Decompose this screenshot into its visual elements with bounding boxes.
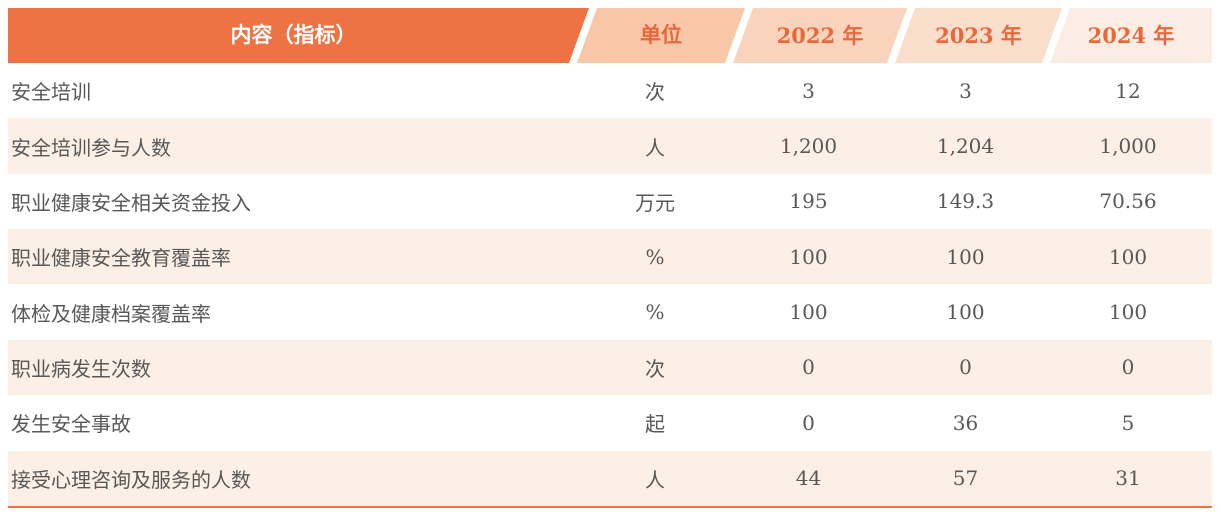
value-cell-2023: 1,204 bbox=[936, 134, 995, 159]
indicator-cell: 安全培训 bbox=[11, 82, 91, 105]
table-row: 安全培训 次 3 3 12 bbox=[8, 63, 1212, 118]
header-label-2023: 2023 年 bbox=[935, 23, 1022, 48]
table-row: 职业健康安全相关资金投入 万元 195 149.3 70.56 bbox=[8, 174, 1212, 229]
value-cell-2024: 12 bbox=[1115, 78, 1141, 103]
indicator-table: 内容（指标） 单位 2022 年 2023 年 2024 年 安全培训 次 3 … bbox=[8, 8, 1212, 508]
header-bg-2022 bbox=[733, 8, 907, 63]
unit-cell: % bbox=[645, 244, 665, 269]
unit-cell: % bbox=[645, 300, 665, 325]
indicator-cell: 职业健康安全相关资金投入 bbox=[11, 192, 251, 215]
value-cell-2022: 3 bbox=[802, 78, 815, 103]
indicator-cell: 体检及健康档案覆盖率 bbox=[11, 303, 211, 326]
value-cell-2022: 44 bbox=[795, 466, 822, 491]
value-cell-2024: 31 bbox=[1115, 466, 1141, 491]
value-cell-2022: 0 bbox=[802, 355, 815, 380]
value-cell-2022: 100 bbox=[789, 300, 828, 325]
table-row: 发生安全事故 起 0 36 5 bbox=[8, 395, 1212, 450]
value-cell-2024: 0 bbox=[1121, 355, 1135, 380]
value-cell-2023: 57 bbox=[952, 466, 979, 491]
table-row: 接受心理咨询及服务的人数 人 44 57 31 bbox=[8, 450, 1212, 506]
value-cell-2022: 195 bbox=[789, 189, 828, 214]
header-label-2024: 2024 年 bbox=[1087, 23, 1175, 48]
value-cell-2023: 100 bbox=[946, 244, 985, 269]
value-cell-2023: 0 bbox=[959, 355, 972, 380]
value-cell-2023: 3 bbox=[959, 78, 972, 103]
value-cell-2022: 1,200 bbox=[779, 134, 838, 159]
header-bg-2023 bbox=[895, 8, 1062, 63]
header-bg-indicator bbox=[8, 8, 589, 63]
value-cell-2022: 0 bbox=[802, 410, 815, 435]
header-bg-unit bbox=[577, 8, 745, 63]
table-row: 体检及健康档案覆盖率 % 100 100 100 bbox=[8, 284, 1212, 339]
unit-cell: 次 bbox=[645, 356, 665, 381]
table-body: 安全培训 次 3 3 12 安全培训参与人数 人 1,200 1,204 1,0… bbox=[8, 63, 1212, 506]
table-row: 安全培训参与人数 人 1,200 1,204 1,000 bbox=[8, 118, 1212, 174]
header-label-unit: 单位 bbox=[640, 24, 682, 47]
value-cell-2024: 100 bbox=[1108, 244, 1148, 269]
unit-cell: 次 bbox=[645, 80, 665, 105]
value-cell-2022: 100 bbox=[789, 244, 828, 269]
value-cell-2023: 100 bbox=[946, 300, 985, 325]
value-cell-2024: 1,000 bbox=[1099, 134, 1157, 159]
indicator-cell: 接受心理咨询及服务的人数 bbox=[11, 469, 251, 492]
indicator-cell: 职业健康安全教育覆盖率 bbox=[11, 248, 231, 271]
value-cell-2024: 100 bbox=[1108, 300, 1148, 325]
value-cell-2024: 70.56 bbox=[1099, 189, 1157, 214]
value-cell-2023: 36 bbox=[952, 410, 979, 435]
header-label-2022: 2022 年 bbox=[776, 23, 864, 48]
unit-cell: 万元 bbox=[635, 190, 675, 215]
indicator-cell: 职业病发生次数 bbox=[11, 358, 151, 381]
value-cell-2024: 5 bbox=[1121, 410, 1135, 435]
header-label-indicator: 内容（指标） bbox=[230, 24, 357, 47]
value-cell-2023: 149.3 bbox=[936, 189, 995, 214]
table-header-row: 内容（指标） 单位 2022 年 2023 年 2024 年 bbox=[8, 8, 1212, 63]
indicator-cell: 安全培训参与人数 bbox=[11, 137, 171, 160]
header-bg-2024 bbox=[1050, 8, 1212, 63]
unit-cell: 人 bbox=[645, 467, 665, 492]
indicator-cell: 发生安全事故 bbox=[11, 414, 131, 437]
unit-cell: 人 bbox=[645, 135, 665, 160]
table-row: 职业病发生次数 次 0 0 0 bbox=[8, 339, 1212, 396]
table-row: 职业健康安全教育覆盖率 % 100 100 100 bbox=[8, 229, 1212, 285]
unit-cell: 起 bbox=[645, 412, 665, 437]
table-bottom-rule bbox=[8, 505, 1212, 508]
